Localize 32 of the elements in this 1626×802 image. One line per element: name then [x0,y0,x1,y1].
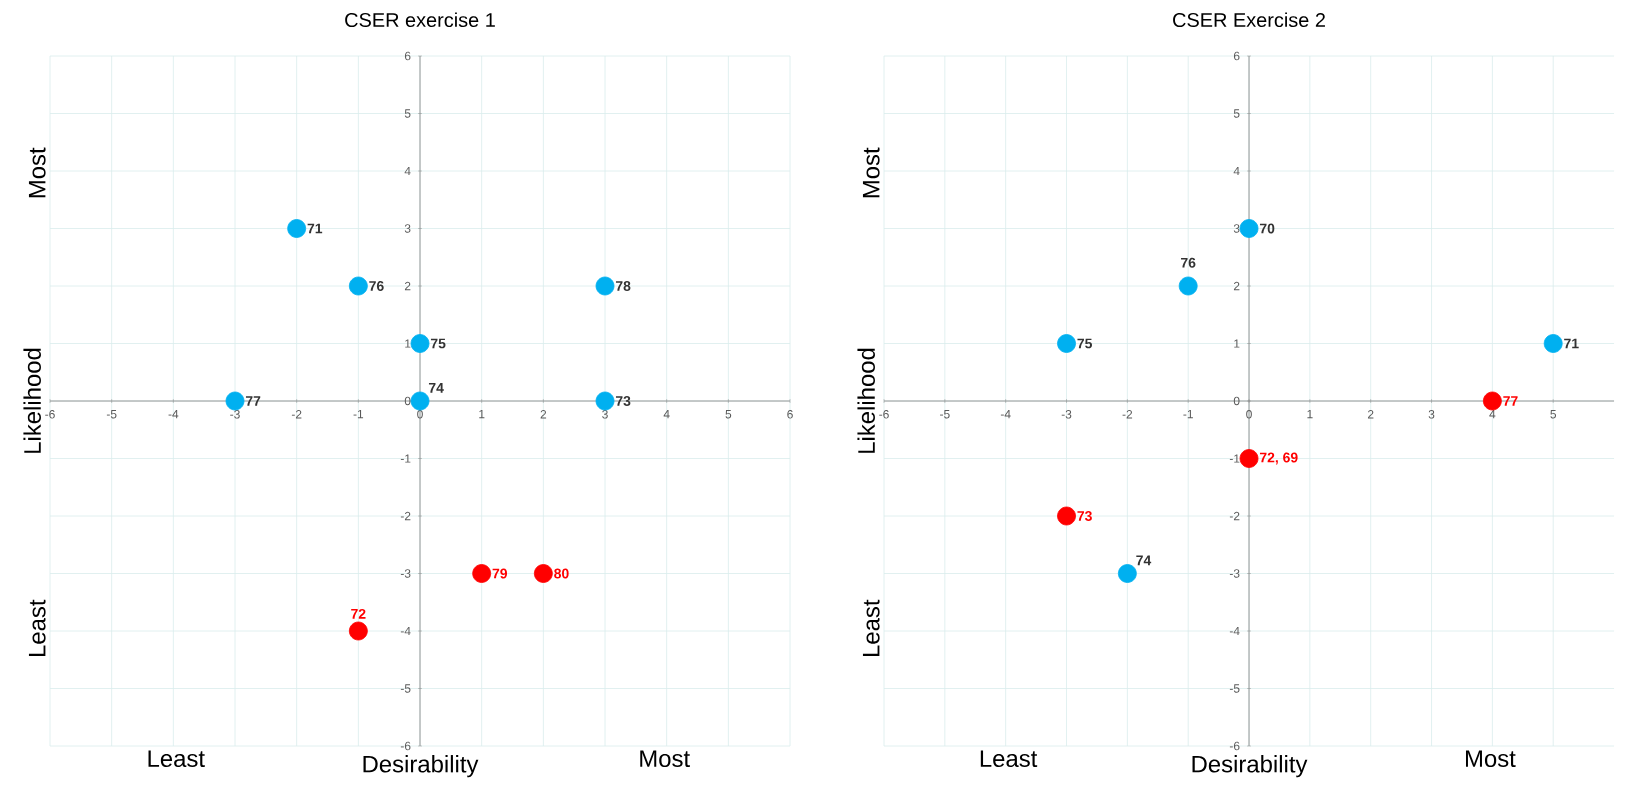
point [410,391,430,411]
point [1057,506,1076,526]
point [225,391,245,411]
point [1239,449,1259,468]
text: Most [862,147,880,198]
point [1117,564,1137,583]
text: Most [28,147,46,198]
point [348,276,368,296]
text: Least [148,750,205,768]
y-axis-title: Likelihood [23,348,41,453]
point [1543,334,1563,353]
point [533,564,553,583]
point [287,219,307,238]
point [1057,334,1076,353]
point [472,564,492,583]
point [595,391,615,411]
text: Least [862,599,880,656]
text: Least [28,599,46,656]
x-axis-title: Desirability [1192,755,1308,778]
point [1482,391,1502,411]
text: Most [1465,750,1516,768]
text: Most [640,750,690,768]
point [348,621,368,641]
chart-title: CSER Exercise 2 [1173,12,1325,28]
chart-title: CSER exercise 1 [345,12,495,28]
y-axis-title: Likelihood [857,348,875,453]
point [410,334,430,353]
point [1239,219,1259,238]
x-axis-title: Desirability [363,755,479,778]
text: Least [980,750,1038,768]
point [1178,276,1198,296]
point [595,276,615,296]
